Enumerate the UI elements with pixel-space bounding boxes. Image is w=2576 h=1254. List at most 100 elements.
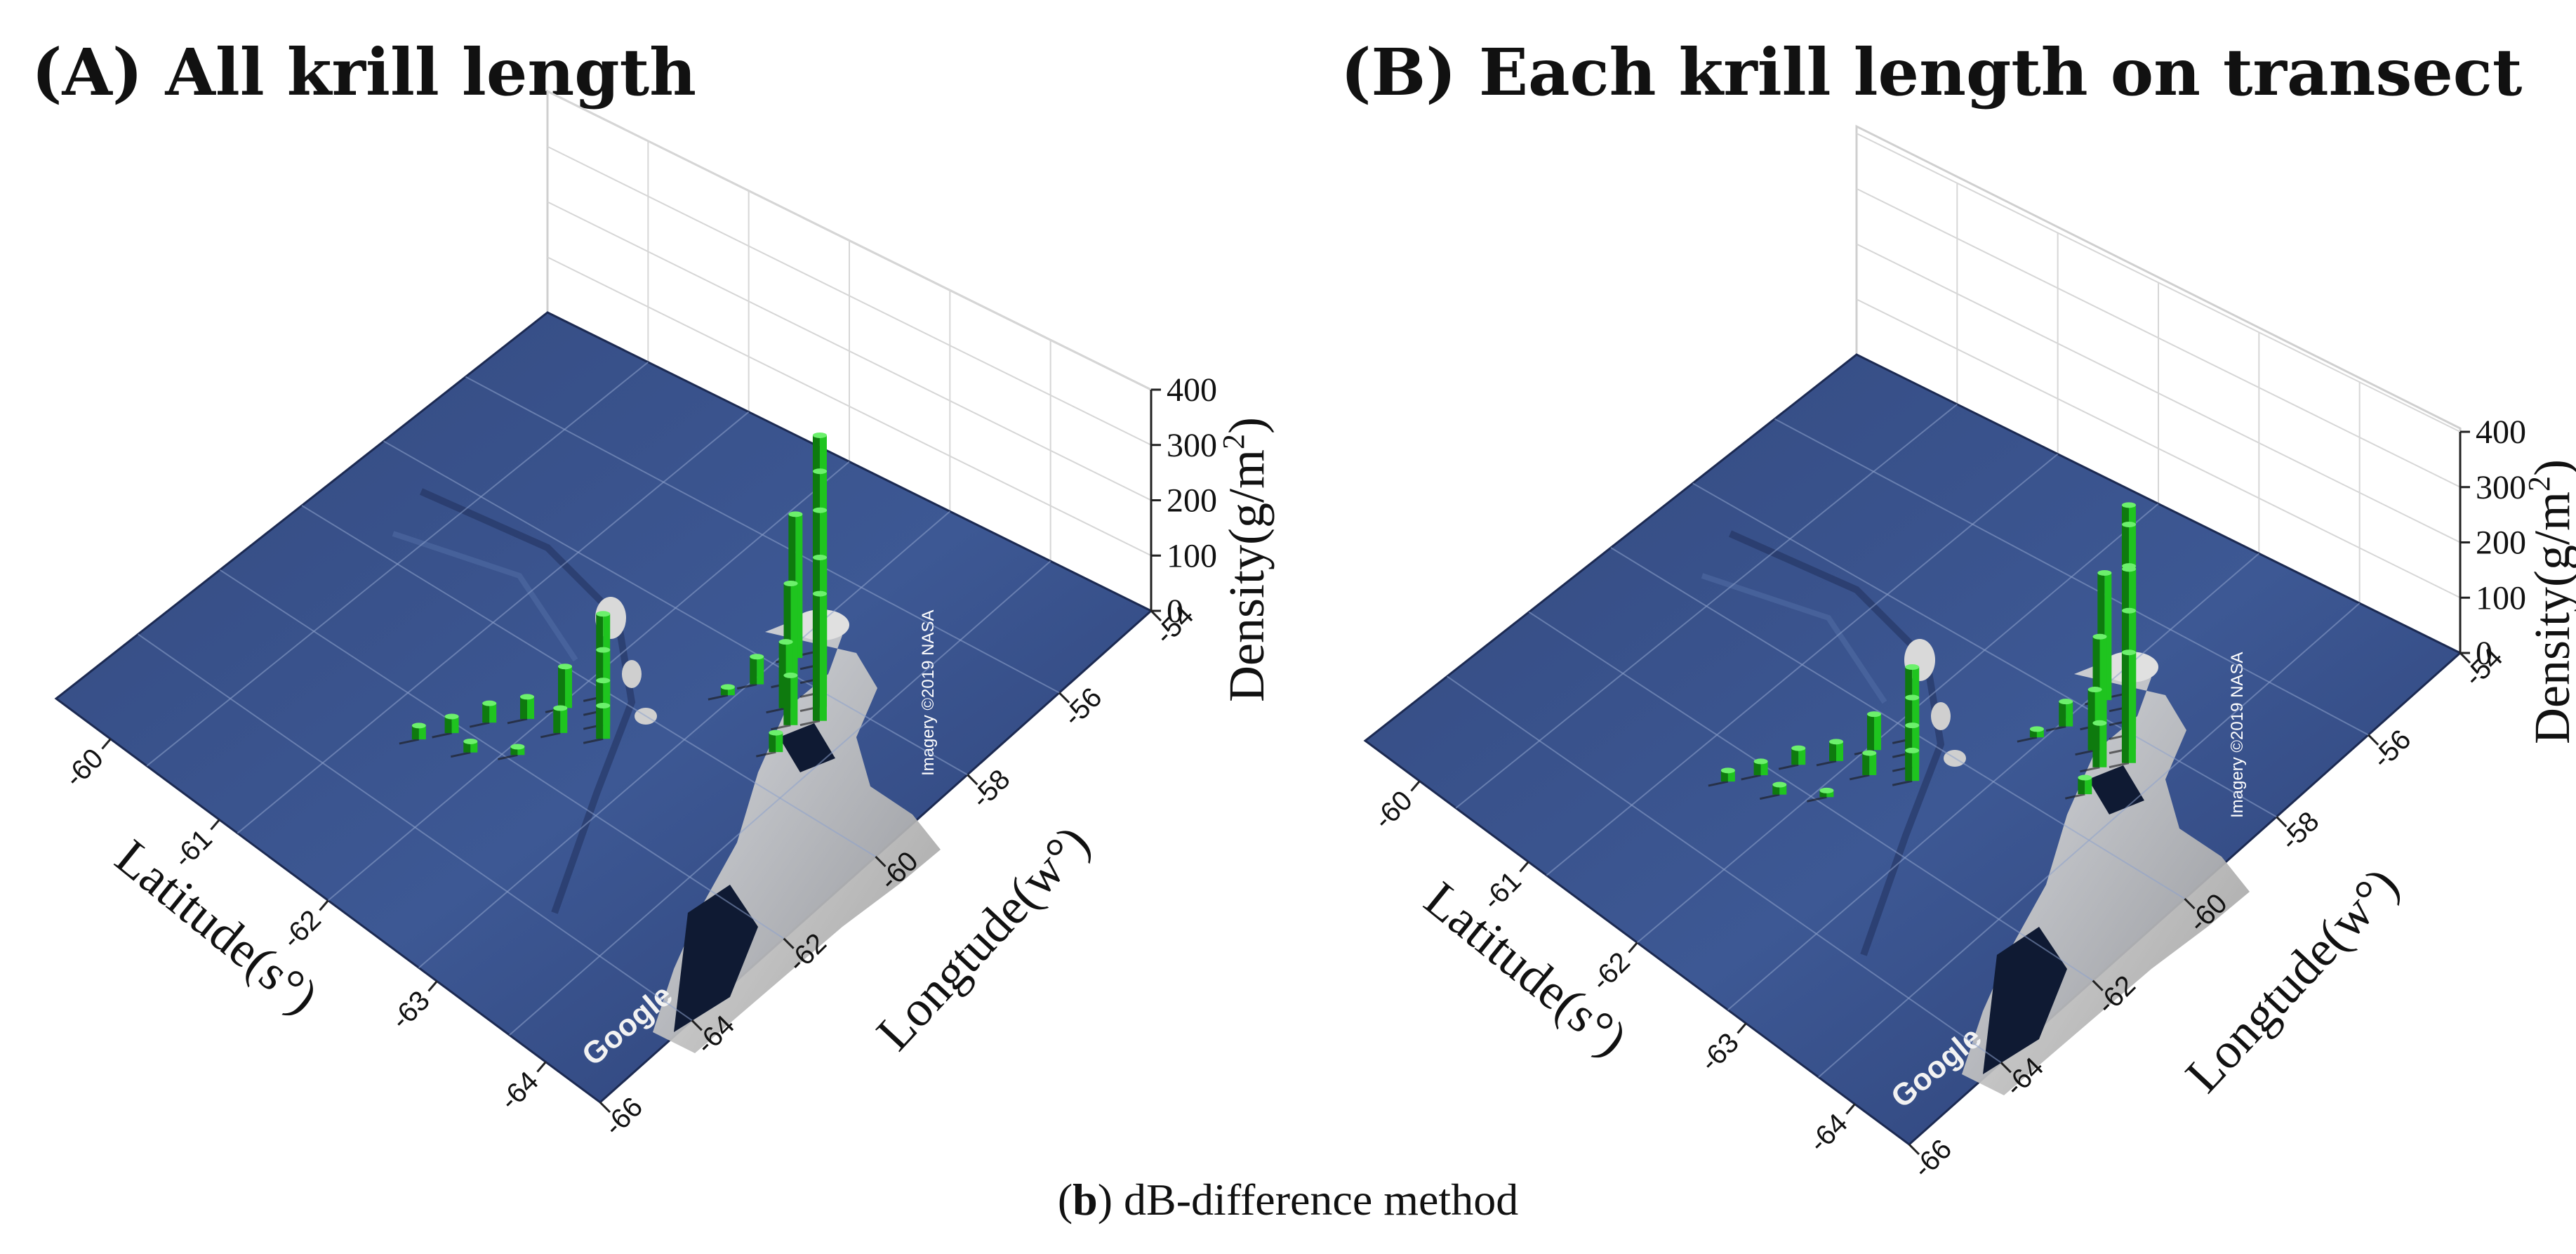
bar-top	[2097, 569, 2112, 576]
bar-shadow	[583, 737, 604, 744]
x-tick-mark	[2276, 816, 2288, 828]
bar-side	[783, 583, 791, 683]
bar	[1826, 790, 1834, 798]
bar	[790, 675, 798, 725]
bar	[1912, 750, 1920, 781]
x-tick-mark	[967, 774, 978, 786]
bar	[489, 703, 497, 723]
bar	[470, 741, 478, 753]
panel-a-imagery-credit: Imagery ©2019 NASA	[919, 610, 938, 776]
bar-top	[2122, 607, 2137, 614]
bar-top	[1829, 739, 1844, 745]
bar-top	[769, 730, 783, 736]
bar	[2099, 722, 2107, 767]
y-tick-label: -63	[1694, 1027, 1745, 1078]
bar	[2066, 701, 2073, 727]
bar-shadow	[1741, 774, 1761, 781]
bar	[2128, 652, 2136, 763]
panel-b-z-axis-label: Density(g/m2)	[2522, 459, 2576, 744]
floor-grid-line	[1447, 675, 2002, 1064]
bar	[560, 708, 568, 733]
bar-side	[2087, 689, 2095, 751]
bar-side	[1753, 761, 1761, 776]
x-tick-mark	[1058, 692, 1070, 704]
bar	[451, 716, 459, 734]
bar	[517, 746, 525, 755]
z-tick-label: 100	[1167, 537, 1217, 574]
y-tick-mark	[1628, 942, 1638, 953]
bar	[1798, 748, 1806, 765]
bar-shadow	[799, 720, 821, 727]
z-tick-label: 0	[1167, 593, 1183, 630]
y-tick-mark	[1410, 780, 1421, 792]
y-tick-mark	[1519, 861, 1529, 873]
y-tick-mark	[210, 819, 220, 831]
bar-shadow	[432, 732, 452, 739]
bar-top	[596, 678, 611, 684]
bar-side	[463, 741, 471, 753]
bar-top	[596, 702, 611, 708]
bar-top	[1772, 781, 1787, 788]
bar-side	[482, 703, 490, 723]
x-tick-mark	[1150, 609, 1162, 622]
bar-side	[783, 675, 791, 725]
bar	[603, 705, 611, 739]
bar-top	[411, 722, 426, 729]
bar	[776, 732, 783, 753]
bar-top	[444, 713, 459, 720]
z-tick-label: 400	[1167, 371, 1217, 409]
z-tick-label: 200	[1167, 482, 1217, 520]
bar-shadow	[736, 683, 757, 690]
x-tick-label: -56	[1057, 682, 1108, 732]
bar-shadow	[1708, 780, 1729, 787]
bar-shadow	[498, 753, 518, 760]
bar-shadow	[399, 738, 420, 745]
x-tick-mark	[875, 855, 887, 868]
bar-shadow	[1778, 763, 1799, 770]
x-tick-mark	[691, 1019, 703, 1031]
bar-top	[1753, 758, 1768, 765]
bar	[603, 680, 611, 725]
bar-top	[1720, 767, 1735, 774]
bar-top	[1905, 722, 1920, 729]
bar-side	[1862, 753, 1870, 775]
bar-side	[444, 716, 452, 734]
bar	[2104, 572, 2112, 701]
z-tick-label: 0	[2476, 635, 2492, 672]
bar-side	[1905, 725, 1913, 767]
bar	[1779, 784, 1787, 795]
bar-top	[812, 432, 827, 438]
bar-top	[2078, 774, 2092, 781]
bar-shadow	[1759, 793, 1780, 800]
bar-shadow	[507, 718, 528, 725]
bar-top	[783, 580, 798, 586]
bar-top	[813, 554, 828, 560]
bar-side	[769, 732, 776, 753]
x-tick-mark	[2368, 734, 2379, 746]
bar-shadow	[1849, 774, 1870, 781]
x-tick-mark	[2092, 979, 2104, 991]
bar-shadow	[2045, 725, 2066, 732]
bar-shadow	[540, 732, 561, 739]
x-tick-label: -54	[2458, 642, 2509, 692]
panel-a-back-walls	[546, 89, 1153, 613]
bar	[757, 656, 764, 685]
panel-a: (A) All krill length Google Imagery ©201…	[32, 34, 1275, 1142]
bar-top	[596, 647, 611, 653]
bar-top	[2121, 502, 2136, 508]
bar	[1912, 725, 1920, 767]
bar-top	[783, 672, 798, 678]
bar-top	[720, 684, 735, 690]
bar-top	[482, 700, 497, 706]
bar-shadow	[771, 724, 791, 731]
bar-top	[1905, 747, 1920, 753]
bar-top	[2092, 633, 2107, 640]
bar-shadow	[2075, 749, 2095, 756]
panel-a-bars	[399, 432, 828, 760]
bar-shadow	[469, 721, 490, 728]
x-tick-mark	[1908, 1143, 1920, 1156]
panel-a-z-axis-label: Density(g/m2)	[1216, 417, 1275, 702]
bar-top	[1867, 711, 1882, 718]
bar-top	[2087, 687, 2102, 693]
